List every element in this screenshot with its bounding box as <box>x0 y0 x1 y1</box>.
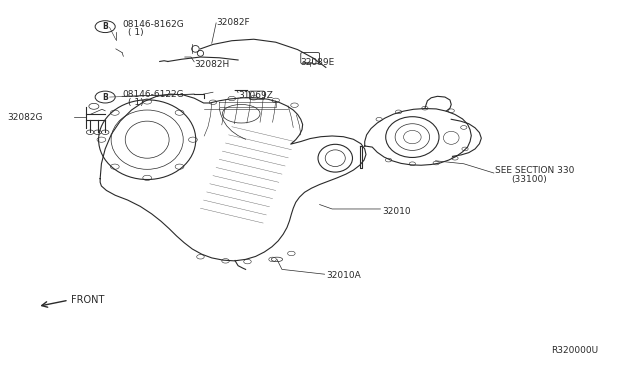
Text: FRONT: FRONT <box>70 295 104 305</box>
Text: SEE SECTION 330: SEE SECTION 330 <box>495 166 575 175</box>
Text: 08146-8162G: 08146-8162G <box>122 20 184 29</box>
Text: ( 1): ( 1) <box>129 28 144 38</box>
Text: 32082H: 32082H <box>194 60 230 69</box>
Text: 32082F: 32082F <box>216 18 250 27</box>
Text: R320000U: R320000U <box>552 346 598 355</box>
Text: (33100): (33100) <box>511 175 547 184</box>
Text: 32010: 32010 <box>382 207 411 216</box>
Text: 08146-6122G: 08146-6122G <box>122 90 184 99</box>
Text: 31069Z: 31069Z <box>238 91 273 100</box>
Text: B: B <box>102 22 108 31</box>
Text: 32082G: 32082G <box>7 113 42 122</box>
Text: 32089E: 32089E <box>301 58 335 67</box>
Text: B: B <box>102 93 108 102</box>
Text: ( 1): ( 1) <box>129 98 144 107</box>
Text: 32010A: 32010A <box>326 271 360 280</box>
